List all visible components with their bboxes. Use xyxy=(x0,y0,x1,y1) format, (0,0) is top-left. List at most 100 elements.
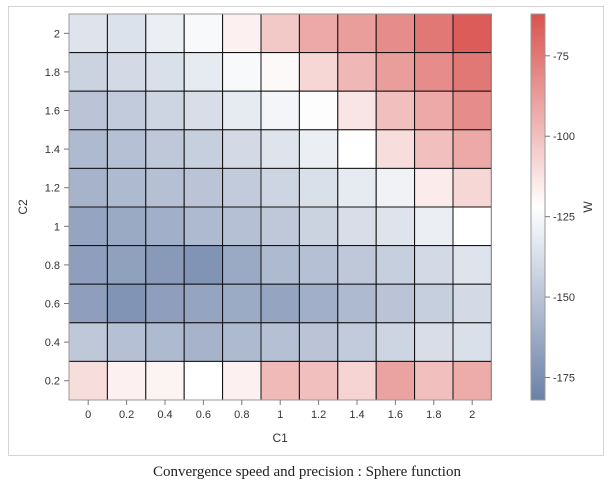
y-tick-label: 1.6 xyxy=(45,106,60,118)
heatmap-cell xyxy=(298,129,339,169)
heatmap-cell xyxy=(68,52,108,92)
heatmap-cell xyxy=(452,360,492,401)
heatmap-cell xyxy=(414,167,454,208)
heatmap-cell xyxy=(414,52,454,92)
heatmap-cell xyxy=(183,322,224,362)
x-tick-label: 0.8 xyxy=(234,409,249,421)
heatmap-cell xyxy=(260,90,300,131)
heatmap-cell xyxy=(337,13,377,54)
heatmap-cell xyxy=(222,322,262,362)
heatmap-cell xyxy=(222,206,262,247)
heatmap-cell xyxy=(452,322,492,362)
heatmap-cell xyxy=(452,129,492,169)
heatmap-cell xyxy=(145,360,185,401)
heatmap-cell xyxy=(298,90,339,131)
x-tick-label: 2 xyxy=(469,409,475,421)
y-tick-label: 0.4 xyxy=(45,337,60,349)
heatmap-cell xyxy=(414,322,454,362)
heatmap-cell xyxy=(222,360,262,401)
colorbar-tick-label: -125 xyxy=(553,212,575,224)
heatmap-cell xyxy=(298,167,339,208)
y-tick-label: 0.8 xyxy=(45,260,60,272)
heatmap-cell xyxy=(452,245,492,285)
heatmap-cell xyxy=(414,13,454,54)
x-tick-label: 1.4 xyxy=(349,409,364,421)
heatmap-cell xyxy=(337,52,377,92)
heatmap-cell xyxy=(222,13,262,54)
heatmap-cell xyxy=(145,13,185,54)
heatmap-cell xyxy=(375,52,416,92)
heatmap-cell xyxy=(260,245,300,285)
heatmap-cell xyxy=(106,206,147,247)
heatmap-cell xyxy=(452,52,492,92)
heatmap-cell xyxy=(145,206,185,247)
x-tick-label: 0.2 xyxy=(119,409,134,421)
heatmap-cell xyxy=(183,283,224,324)
heatmap-cell xyxy=(375,206,416,247)
x-tick-label: 1 xyxy=(277,409,283,421)
heatmap-cell xyxy=(337,129,377,169)
heatmap-cell xyxy=(337,360,377,401)
heatmap-cell xyxy=(106,90,147,131)
heatmap-cell xyxy=(414,283,454,324)
colorbar-tick-label: -175 xyxy=(553,372,575,384)
heatmap-cell xyxy=(222,245,262,285)
heatmap-cell xyxy=(260,206,300,247)
heatmap-cell xyxy=(183,206,224,247)
heatmap-cell xyxy=(452,90,492,131)
heatmap-cell xyxy=(452,206,492,247)
heatmap-cell xyxy=(414,90,454,131)
heatmap-cell xyxy=(183,245,224,285)
heatmap-cell xyxy=(68,283,108,324)
heatmap-cell xyxy=(260,322,300,362)
heatmap-cell xyxy=(414,206,454,247)
heatmap-cell xyxy=(452,13,492,54)
heatmap-cell xyxy=(298,13,339,54)
heatmap-cell xyxy=(222,283,262,324)
heatmap-cell xyxy=(145,322,185,362)
heatmap-cell xyxy=(375,322,416,362)
heatmap-cell xyxy=(145,283,185,324)
colorbar xyxy=(530,13,546,401)
heatmap-cell xyxy=(375,360,416,401)
colorbar-tick-label: -100 xyxy=(553,131,575,143)
figure-caption: Convergence speed and precision : Sphere… xyxy=(153,464,461,480)
heatmap-cell xyxy=(298,322,339,362)
colorbar-ticks: -175 -150 -125 -100 -75 xyxy=(545,51,575,384)
heatmap-cell xyxy=(260,167,300,208)
y-tick-label: 0.6 xyxy=(45,299,60,311)
x-tick-label: 1.2 xyxy=(311,409,326,421)
y-tick-label: 1.4 xyxy=(45,144,60,156)
heatmap-cell xyxy=(337,322,377,362)
heatmap-cell xyxy=(106,245,147,285)
heatmap-cell xyxy=(106,322,147,362)
heatmap-cell xyxy=(337,90,377,131)
heatmap-cell xyxy=(414,245,454,285)
x-tick-label: 0.4 xyxy=(157,409,172,421)
heatmap-cell xyxy=(260,52,300,92)
y-tick-label: 2 xyxy=(54,28,60,40)
heatmap-cell xyxy=(68,245,108,285)
heatmap-cell xyxy=(375,129,416,169)
colorbar-label: W xyxy=(581,201,595,213)
heatmap-cell xyxy=(375,245,416,285)
heatmap-cell xyxy=(375,283,416,324)
heatmap-cell xyxy=(68,13,108,54)
heatmap-cell xyxy=(183,360,224,401)
heatmap-cell xyxy=(145,52,185,92)
y-axis-label: C2 xyxy=(16,199,30,215)
heatmap-cell xyxy=(145,90,185,131)
heatmap-cell xyxy=(414,129,454,169)
heatmap-cell xyxy=(68,322,108,362)
heatmap-cell xyxy=(183,52,224,92)
heatmap-cell xyxy=(183,90,224,131)
heatmap-cell xyxy=(183,167,224,208)
heatmap-cell xyxy=(145,167,185,208)
heatmap-cell xyxy=(145,129,185,169)
heatmap-cell xyxy=(106,167,147,208)
heatmap-cell xyxy=(375,13,416,54)
colorbar-tick-label: -75 xyxy=(553,51,569,63)
heatmap-cell xyxy=(222,90,262,131)
heatmap-cell xyxy=(68,360,108,401)
heatmap-cell xyxy=(68,129,108,169)
